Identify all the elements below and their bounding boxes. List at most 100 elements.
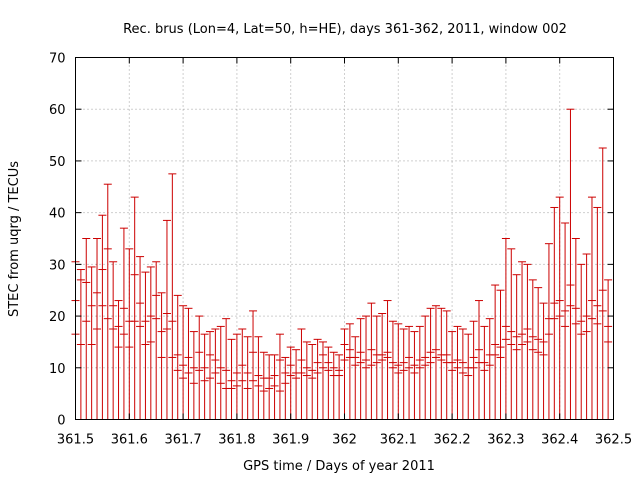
error-bar (93, 238, 102, 420)
x-tick-label: 362.3 (487, 433, 524, 448)
error-bar (442, 310, 451, 420)
error-bar (582, 253, 591, 420)
error-bar (227, 338, 236, 420)
error-bar (512, 274, 521, 420)
error-bar (480, 325, 489, 420)
error-bar (496, 289, 505, 420)
y-axis-label: STEC from uqrg / TECUs (7, 161, 22, 317)
error-bar (103, 183, 112, 420)
x-tick-label: 362 (332, 433, 357, 448)
error-bar (415, 325, 424, 420)
error-bar (232, 333, 241, 420)
y-tick-labels: 0 10 20 30 40 50 60 70 (49, 52, 66, 429)
y-tick-label: 60 (49, 103, 66, 118)
error-bar (485, 318, 494, 420)
y-tick-label: 0 (57, 414, 65, 429)
error-bar (604, 279, 613, 420)
error-bar (243, 336, 252, 420)
error-bar (345, 323, 354, 420)
error-bar (136, 256, 145, 420)
x-tick-label: 361.8 (218, 433, 255, 448)
error-bar (82, 238, 91, 420)
y-tick-label: 30 (49, 258, 66, 273)
error-bar (464, 333, 473, 420)
error-bar (458, 328, 467, 420)
error-bar (216, 325, 225, 420)
error-bar (383, 300, 392, 420)
error-bar (534, 287, 543, 420)
error-bar (410, 331, 419, 420)
error-bar (238, 328, 247, 420)
error-bar (378, 312, 387, 420)
error-bar (501, 238, 510, 420)
error-bar (593, 206, 602, 420)
error-bar (318, 341, 327, 420)
error-bar (184, 307, 193, 420)
error-bar (577, 263, 586, 420)
error-bar (362, 315, 371, 420)
error-bar (388, 320, 397, 420)
error-bar (507, 248, 516, 420)
error-bar (587, 196, 596, 420)
error-bar (87, 266, 96, 420)
axis-ticks (75, 57, 614, 420)
error-bar (281, 356, 290, 420)
error-bar (109, 261, 118, 420)
error-bar (475, 300, 483, 420)
y-tick-label: 50 (49, 155, 66, 170)
error-bar (351, 336, 360, 420)
error-bar (179, 305, 188, 420)
error-bar (130, 196, 139, 420)
error-bar (141, 271, 150, 420)
error-bar (324, 346, 333, 420)
error-bar (555, 196, 564, 420)
error-bar (265, 354, 274, 420)
error-bars (71, 108, 613, 420)
error-bar (286, 346, 295, 420)
error-bar (249, 310, 258, 420)
chart-title: Rec. brus (Lon=4, Lat=50, h=HE), days 36… (123, 22, 567, 37)
error-bar (189, 331, 198, 420)
error-bar (421, 315, 430, 420)
error-bar (98, 214, 107, 420)
error-bar (571, 238, 580, 420)
error-bar (550, 206, 559, 420)
error-bar (302, 341, 311, 420)
error-bar (146, 266, 155, 420)
error-bar (200, 333, 209, 420)
error-bar (453, 325, 462, 420)
error-bar (431, 305, 440, 420)
error-bar (211, 328, 220, 420)
error-bar (195, 315, 204, 420)
x-tick-label: 362.2 (433, 433, 470, 448)
error-bar (356, 318, 365, 420)
error-bar (405, 325, 414, 420)
error-bar (469, 320, 478, 420)
error-bar (206, 331, 214, 420)
error-bar (119, 227, 128, 420)
error-bar (426, 307, 435, 420)
error-bar (335, 354, 344, 420)
y-tick-label: 20 (49, 310, 66, 325)
error-bar (448, 331, 457, 420)
y-tick-label: 10 (49, 362, 66, 377)
error-bar (254, 336, 263, 420)
error-bar (561, 222, 570, 420)
y-tick-label: 70 (49, 52, 66, 67)
y-tick-label: 40 (49, 207, 66, 222)
x-tick-label: 361.9 (272, 433, 309, 448)
error-bar (157, 292, 166, 420)
error-bar (152, 261, 161, 420)
error-bar (173, 294, 182, 420)
error-bar (270, 354, 279, 420)
x-tick-label: 361.5 (57, 433, 94, 448)
x-axis-label: GPS time / Days of year 2011 (243, 459, 435, 474)
x-tick-label: 361.7 (164, 433, 201, 448)
x-tick-label: 362.4 (541, 433, 578, 448)
error-bar (539, 302, 548, 420)
error-bar (394, 323, 403, 420)
x-tick-label: 361.6 (111, 433, 148, 448)
x-tick-label: 362.5 (595, 433, 632, 448)
error-bar (598, 147, 607, 420)
